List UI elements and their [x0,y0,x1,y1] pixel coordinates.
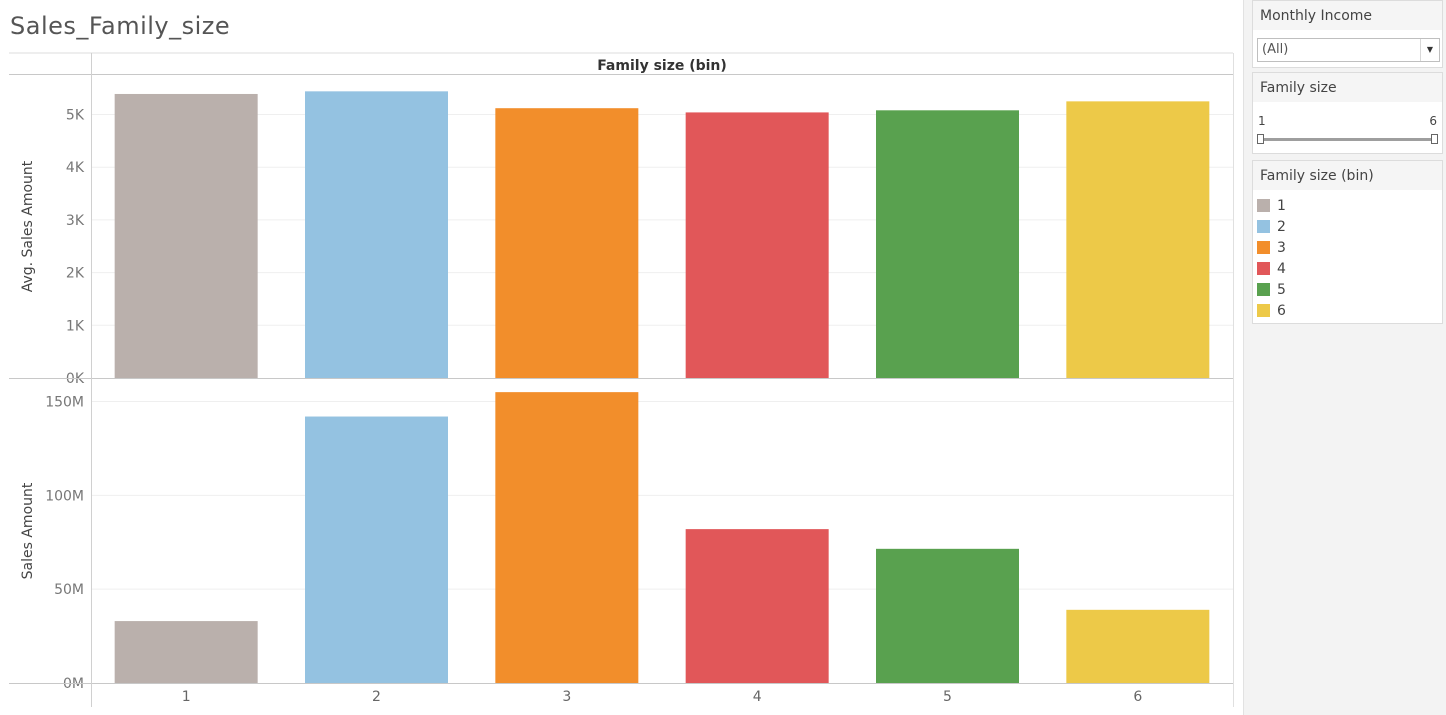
x-tick-label: 3 [562,689,571,705]
legend-title: Family size (bin) [1253,161,1442,190]
dropdown-arrow-icon[interactable]: ▼ [1420,39,1439,61]
legend-item-4[interactable]: 4 [1257,258,1442,279]
bar [685,112,829,378]
x-tick-label: 1 [182,689,191,705]
legend-label: 6 [1277,302,1286,319]
bar [495,392,639,683]
x-tick-label: 5 [943,689,952,705]
legend-item-6[interactable]: 6 [1257,300,1442,321]
y-tick-label: 150M [45,395,84,411]
column-header: Family size (bin) [597,58,727,74]
bar [305,91,448,378]
sidebar: Monthly Income (All) ▼ Family size 1 6 F… [1243,0,1446,715]
family-size-slider-max-handle[interactable] [1431,134,1438,144]
y-tick-label: 4K [66,160,85,176]
y-tick-label: 2K [66,266,85,282]
y-tick-label: 1K [66,318,85,334]
bar [876,110,1019,378]
x-tick-label: 4 [753,689,762,705]
legend-item-3[interactable]: 3 [1257,237,1442,258]
bar [876,548,1019,683]
monthly-income-dropdown-value: (All) [1262,42,1289,57]
family-size-filter: Family size 1 6 [1252,72,1443,154]
family-size-min-label: 1 [1258,114,1266,128]
page-title: Sales_Family_size [10,12,231,40]
legend-item-1[interactable]: 1 [1257,195,1442,216]
x-tick-label: 2 [372,689,381,705]
legend-swatch [1257,262,1270,275]
legend-swatch [1257,283,1270,296]
legend-item-5[interactable]: 5 [1257,279,1442,300]
bar [305,416,448,683]
monthly-income-filter: Monthly Income (All) ▼ [1252,0,1443,68]
y-tick-label: 50M [54,582,84,598]
legend-label: 4 [1277,260,1286,277]
monthly-income-dropdown[interactable]: (All) ▼ [1257,38,1440,62]
family-size-slider-min-handle[interactable] [1257,134,1264,144]
legend-item-2[interactable]: 2 [1257,216,1442,237]
legend-label: 5 [1277,281,1286,298]
family-size-slider-track[interactable] [1260,138,1434,141]
legend-swatch [1257,199,1270,212]
legend-label: 3 [1277,239,1286,256]
monthly-income-filter-title: Monthly Income [1253,1,1442,30]
family-size-filter-title: Family size [1253,73,1442,102]
bar [1066,609,1210,683]
legend-label: 2 [1277,218,1286,235]
legend-label: 1 [1277,197,1286,214]
bar [114,621,258,683]
x-tick-label: 6 [1133,689,1142,705]
y-tick-label: 5K [66,108,85,124]
legend-list: 1 2 3 4 5 6 [1253,190,1442,321]
legend-swatch [1257,304,1270,317]
y-axis-label: Sales Amount [20,482,36,579]
legend-swatch [1257,241,1270,254]
y-axis-label: Avg. Sales Amount [20,160,36,292]
y-tick-label: 3K [66,213,85,229]
color-legend: Family size (bin) 1 2 3 4 5 6 [1252,160,1443,324]
legend-swatch [1257,220,1270,233]
family-size-max-label: 6 [1429,114,1437,128]
bar [114,93,258,379]
bar [685,529,829,683]
bar [495,108,639,379]
y-tick-label: 100M [45,488,84,504]
bar [1066,101,1210,378]
